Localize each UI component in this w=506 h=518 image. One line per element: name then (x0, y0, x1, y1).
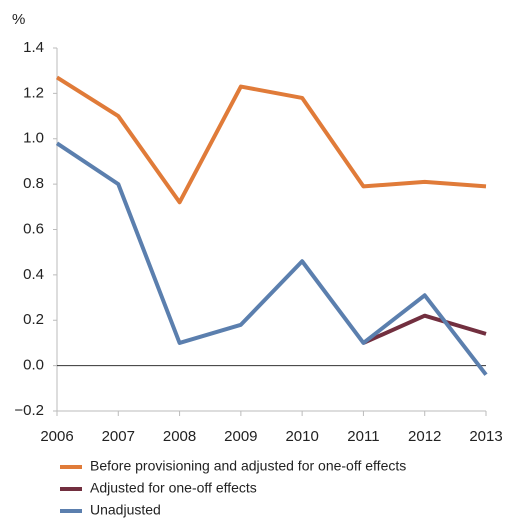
series-line (362, 313, 487, 345)
y-tick-label: 0.4 (23, 266, 44, 283)
legend-label: Unadjusted (90, 502, 161, 518)
legend-label: Adjusted for one-off effects (90, 480, 257, 496)
y-tick-label: 1.2 (23, 84, 44, 101)
y-axis-label: % (12, 11, 25, 28)
y-tick-label: 0.6 (23, 220, 44, 237)
x-tick-label: 2010 (285, 428, 318, 445)
x-tick-label: 2007 (102, 428, 135, 445)
series-line (55, 75, 487, 205)
y-tick-label: 1.4 (23, 39, 44, 56)
y-tick-label: 1.0 (23, 130, 44, 147)
series-line (55, 141, 488, 376)
x-tick-label: 2009 (224, 428, 257, 445)
x-tick-label: 2013 (469, 428, 502, 445)
y-tick-label: 0.2 (23, 311, 44, 328)
legend-label: Before provisioning and adjusted for one… (90, 458, 406, 474)
y-tick-label: 0.8 (23, 175, 44, 192)
x-tick-label: 2012 (408, 428, 441, 445)
y-tick-label: −0.2 (14, 402, 44, 419)
y-tick-label: 0.0 (23, 357, 44, 374)
x-tick-label: 2006 (40, 428, 73, 445)
x-tick-label: 2008 (163, 428, 196, 445)
x-tick-label: 2011 (347, 428, 379, 445)
